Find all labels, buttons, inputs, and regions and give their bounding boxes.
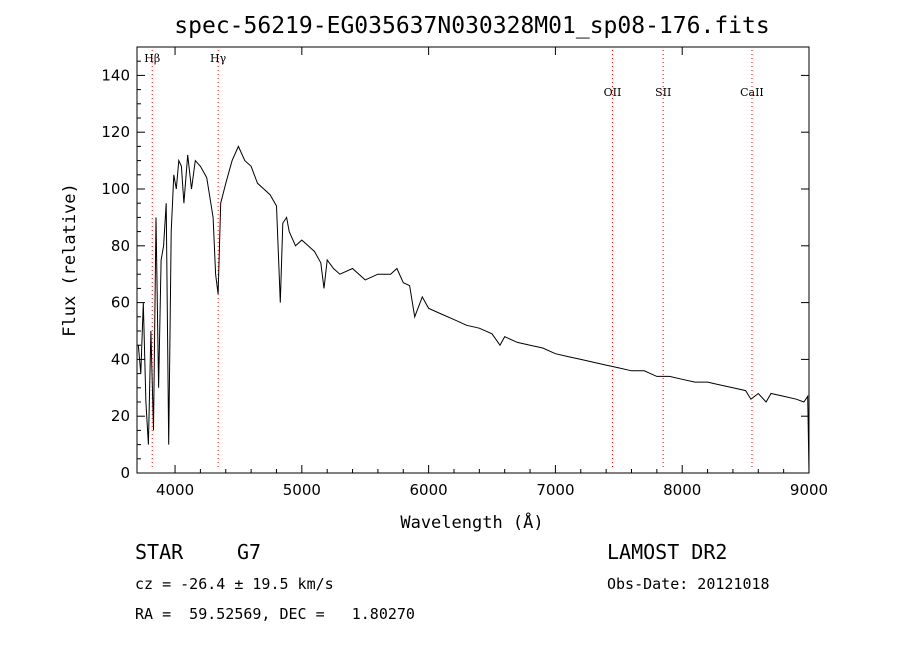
y-tick-label: 120 bbox=[101, 123, 130, 141]
x-tick-label: 9000 bbox=[790, 481, 828, 499]
y-tick-label: 80 bbox=[111, 237, 130, 255]
ra-dec: RA = 59.52569, DEC = 1.80270 bbox=[135, 605, 415, 623]
x-tick-label: 6000 bbox=[410, 481, 448, 499]
x-tick-label: 8000 bbox=[663, 481, 701, 499]
survey-name: LAMOST DR2 bbox=[607, 540, 728, 564]
y-tick-label: 140 bbox=[101, 66, 130, 84]
line-marker-label: Hβ bbox=[144, 52, 160, 65]
spectral-line-markers: Hβ Hγ OII SII CaII bbox=[144, 50, 764, 470]
x-tick-label: 7000 bbox=[536, 481, 574, 499]
y-tick-label: 60 bbox=[111, 294, 130, 312]
obs-date: Obs-Date: 20121018 bbox=[607, 575, 770, 593]
y-tick-label: 0 bbox=[120, 464, 130, 482]
object-subclass: G7 bbox=[237, 540, 262, 564]
spectrum-series bbox=[137, 145, 810, 474]
spectrum-line bbox=[137, 145, 810, 474]
y-tick-label: 20 bbox=[111, 407, 130, 425]
line-marker-label: OII bbox=[604, 86, 622, 99]
x-tick-label: 4000 bbox=[156, 481, 194, 499]
axis-ticks: 4000 5000 6000 7000 8000 9000 0 20 40 60 80 100 120 1… bbox=[101, 47, 828, 499]
y-axis-label: Flux (relative) bbox=[60, 183, 80, 337]
x-axis-label: Wavelength (Å) bbox=[400, 511, 543, 533]
x-tick-label: 5000 bbox=[283, 481, 321, 499]
y-tick-label: 40 bbox=[111, 350, 130, 368]
y-tick-label: 100 bbox=[101, 180, 130, 198]
line-marker-label: SII bbox=[655, 86, 671, 99]
plot-frame bbox=[136, 46, 810, 474]
chart-title: spec-56219-EG035637N030328M01_sp08-176.f… bbox=[174, 13, 769, 39]
line-marker-label: Hγ bbox=[210, 52, 227, 65]
line-marker-label: CaII bbox=[740, 86, 764, 99]
velocity-cz: cz = -26.4 ± 19.5 km/s bbox=[135, 575, 334, 593]
object-type: STAR bbox=[135, 540, 184, 564]
